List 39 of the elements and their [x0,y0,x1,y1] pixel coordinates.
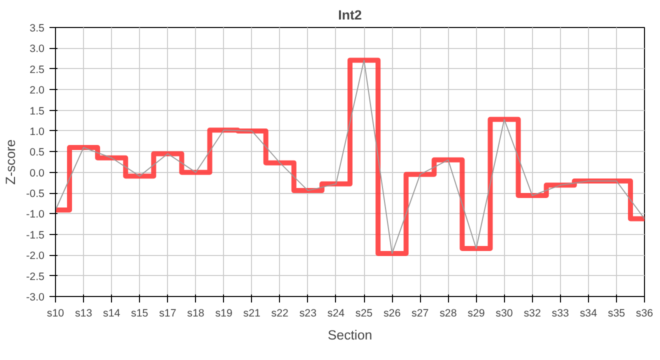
y-tick-label: 0.0 [30,167,45,180]
chart-title: Int2 [338,8,362,22]
x-tick-label: s35 [608,308,626,320]
y-tick-label: -1.5 [26,229,45,242]
x-tick-label: s21 [243,308,260,320]
x-tick-label: s22 [271,308,289,320]
x-tick-label: s17 [159,308,176,320]
y-tick-label: -2.0 [26,250,45,262]
x-tick-label: s13 [74,308,92,320]
y-tick-label: -3.0 [26,292,45,304]
y-tick-label: 3.5 [30,22,45,34]
y-tick-label: 1.0 [30,126,45,138]
y-tick-label: 3.0 [30,43,45,56]
y-tick-label: -2.5 [26,270,45,283]
x-tick-label: s15 [131,308,148,320]
y-tick-label: 1.5 [30,105,45,118]
x-tick-label: s28 [440,308,457,320]
x-tick-label: s26 [383,308,401,320]
x-tick-label: s33 [552,308,570,320]
x-tick-label: s34 [580,308,598,320]
x-tick-label: s32 [524,308,541,320]
x-tick-label: s27 [412,308,429,320]
x-tick-label: s24 [327,308,345,320]
y-tick-label: 2.5 [30,64,45,76]
x-axis-title: Section [328,328,372,342]
y-tick-label: -0.5 [26,188,45,200]
y-tick-label: -1.0 [26,208,45,221]
x-tick-label: s14 [103,308,120,320]
x-tick-label: s25 [355,308,373,320]
x-tick-label: s10 [46,308,64,320]
x-tick-label: s19 [215,308,232,320]
x-tick-label: s29 [468,308,485,320]
x-tick-label: s23 [299,308,317,320]
y-tick-label: 2.0 [30,84,45,97]
y-axis-title: Z-score [3,139,18,185]
x-tick-label: s36 [636,308,654,320]
y-tick-label: 0.5 [30,146,45,159]
x-tick-label: s30 [496,308,513,320]
x-tick-label: s18 [187,308,204,320]
